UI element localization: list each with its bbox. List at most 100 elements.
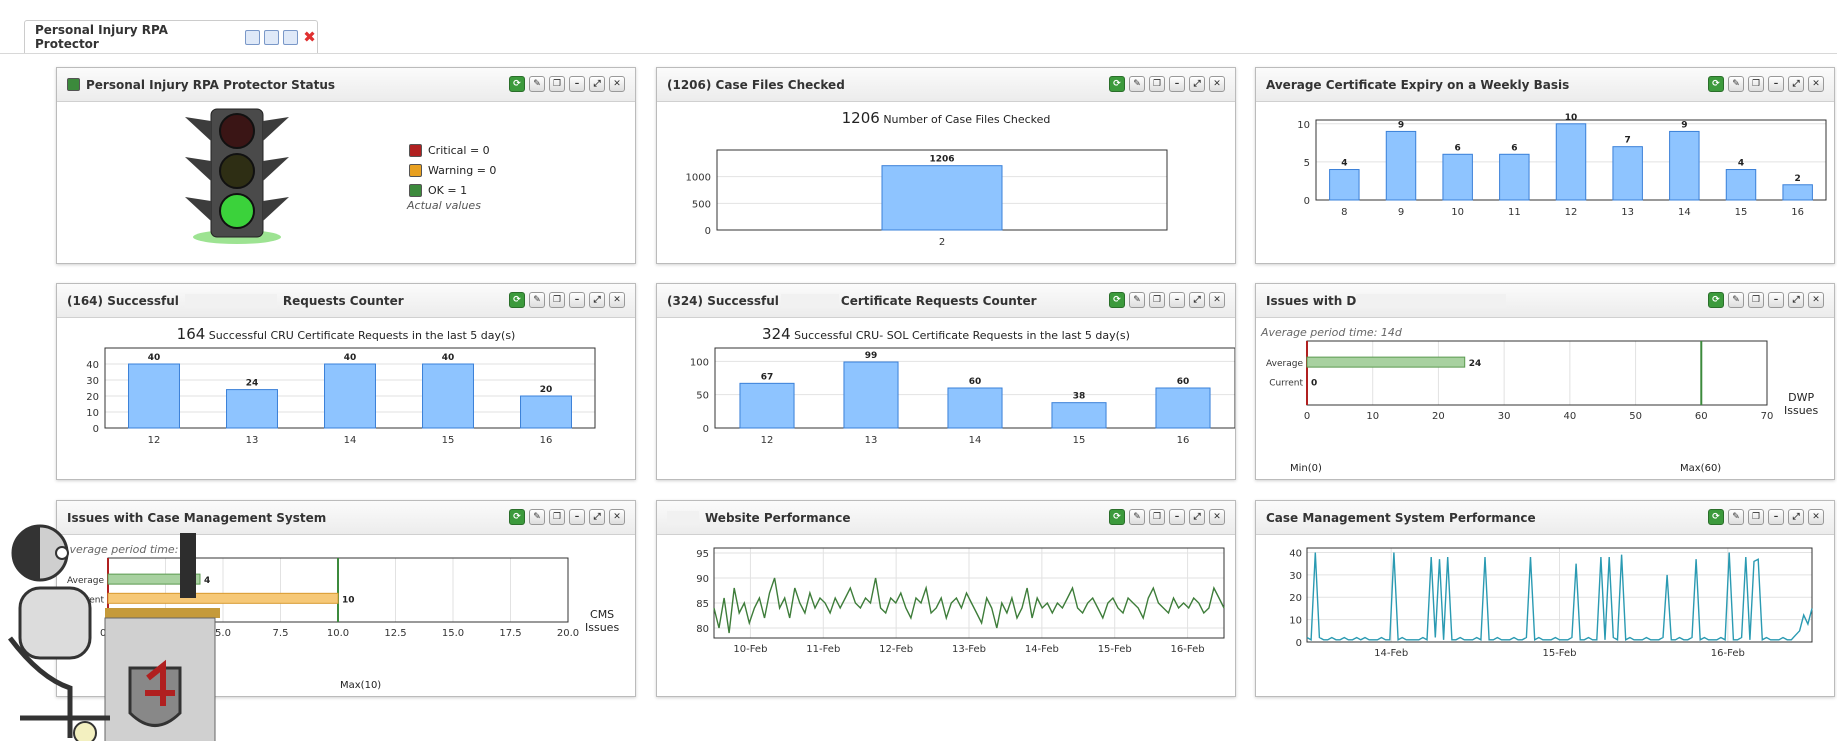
edit-icon[interactable] — [264, 29, 279, 45]
close-icon[interactable]: ✕ — [1209, 76, 1225, 92]
maximize-icon[interactable]: ⤢ — [1788, 76, 1804, 92]
edit-icon[interactable]: ✎ — [1728, 509, 1744, 525]
maximize-icon[interactable]: ⤢ — [1189, 509, 1205, 525]
status-note: Actual values — [407, 199, 481, 212]
bar[interactable] — [1612, 146, 1643, 201]
bar[interactable] — [1385, 130, 1417, 201]
close-icon[interactable]: ✖ — [303, 27, 316, 46]
edit-icon[interactable]: ✎ — [1129, 76, 1145, 92]
refresh-icon[interactable]: ⟳ — [509, 292, 525, 308]
copy-icon[interactable]: ❐ — [549, 292, 565, 308]
bar[interactable] — [1782, 184, 1813, 201]
close-icon[interactable]: ✕ — [1808, 509, 1824, 525]
bar[interactable] — [1555, 123, 1587, 201]
copy-icon[interactable]: ❐ — [1149, 76, 1165, 92]
bar[interactable] — [1329, 169, 1360, 201]
close-icon[interactable]: ✕ — [609, 292, 625, 308]
close-icon[interactable]: ✕ — [609, 76, 625, 92]
y-tick-label: 80 — [696, 624, 709, 635]
bar[interactable] — [1725, 169, 1757, 201]
maximize-icon[interactable]: ⤢ — [1189, 292, 1205, 308]
bar[interactable] — [520, 395, 572, 429]
refresh-icon[interactable]: ⟳ — [1109, 509, 1125, 525]
maximize-icon[interactable]: ⤢ — [589, 292, 605, 308]
widget-header[interactable]: Website Performance ⟳ ✎ ❐ – ⤢ ✕ — [657, 501, 1235, 535]
copy-icon[interactable]: ❐ — [1748, 292, 1764, 308]
copy-icon[interactable]: ❐ — [1149, 292, 1165, 308]
widget-header[interactable]: Issues with D ⟳ ✎ ❐ – ⤢ ✕ — [1256, 284, 1834, 318]
bar[interactable] — [1442, 153, 1473, 201]
refresh-icon[interactable]: ⟳ — [509, 509, 525, 525]
bar[interactable] — [128, 363, 180, 429]
gauge-bar[interactable] — [107, 592, 339, 604]
widget-header[interactable]: Average Certificate Expiry on a Weekly B… — [1256, 68, 1834, 102]
bar[interactable] — [739, 382, 795, 429]
copy-icon[interactable]: ❐ — [549, 76, 565, 92]
widget-header[interactable]: Case Management System Performance ⟳ ✎ ❐ – ⤢ ✕ — [1256, 501, 1834, 535]
tab-personal-injury[interactable]: Personal Injury RPA Protector ✖ — [24, 20, 318, 53]
edit-icon[interactable]: ✎ — [1728, 76, 1744, 92]
copy-icon[interactable]: ❐ — [1748, 509, 1764, 525]
maximize-icon[interactable]: ⤢ — [1788, 509, 1804, 525]
window-icon[interactable] — [245, 29, 260, 45]
bar[interactable] — [1051, 402, 1107, 429]
close-icon[interactable]: ✕ — [1808, 76, 1824, 92]
gauge-bar[interactable] — [1306, 356, 1466, 368]
bar[interactable] — [1499, 153, 1530, 201]
bar[interactable] — [947, 387, 1003, 429]
bar[interactable] — [422, 363, 474, 429]
bar[interactable] — [324, 363, 376, 429]
bar[interactable] — [881, 165, 1003, 231]
series-line[interactable] — [1306, 552, 1813, 641]
refresh-icon[interactable]: ⟳ — [1708, 509, 1724, 525]
series-line[interactable] — [713, 577, 1225, 634]
close-icon[interactable]: ✕ — [1808, 292, 1824, 308]
widget-header[interactable]: (1206) Case Files Checked ⟳ ✎ ❐ – ⤢ ✕ — [657, 68, 1235, 102]
minimize-icon[interactable]: – — [1768, 76, 1784, 92]
widget-header[interactable]: Issues with Case Management System ⟳ ✎ ❐ – ⤢ ✕ — [57, 501, 635, 535]
minimize-icon[interactable]: – — [569, 76, 585, 92]
close-icon[interactable]: ✕ — [609, 509, 625, 525]
bar[interactable] — [843, 361, 899, 429]
bar[interactable] — [226, 389, 278, 429]
close-icon[interactable]: ✕ — [1209, 509, 1225, 525]
minimize-icon[interactable]: – — [1768, 509, 1784, 525]
gauge-value: 0 — [1311, 378, 1317, 388]
edit-icon[interactable]: ✎ — [529, 509, 545, 525]
close-icon[interactable]: ✕ — [1209, 292, 1225, 308]
maximize-icon[interactable]: ⤢ — [589, 509, 605, 525]
copy-icon[interactable] — [283, 29, 298, 45]
widget-header[interactable]: (324) Successful Certificate Requests Cou… — [657, 284, 1235, 318]
copy-icon[interactable]: ❐ — [1748, 76, 1764, 92]
edit-icon[interactable]: ✎ — [1129, 292, 1145, 308]
minimize-icon[interactable]: – — [1169, 76, 1185, 92]
edit-icon[interactable]: ✎ — [1728, 292, 1744, 308]
maximize-icon[interactable]: ⤢ — [589, 76, 605, 92]
x-tick-label: 10.0 — [327, 628, 349, 639]
bar[interactable] — [1155, 387, 1211, 429]
edit-icon[interactable]: ✎ — [1129, 509, 1145, 525]
refresh-icon[interactable]: ⟳ — [1708, 76, 1724, 92]
widget-header[interactable]: Personal Injury RPA Protector Status ⟳ ✎ ❐… — [57, 68, 635, 102]
y-tick-label: 20 — [1289, 593, 1302, 604]
gauge-bar[interactable] — [107, 573, 201, 585]
minimize-icon[interactable]: – — [1169, 292, 1185, 308]
maximize-icon[interactable]: ⤢ — [1788, 292, 1804, 308]
refresh-icon[interactable]: ⟳ — [1708, 292, 1724, 308]
minimize-icon[interactable]: – — [1768, 292, 1784, 308]
edit-icon[interactable]: ✎ — [529, 76, 545, 92]
widget-header[interactable]: (164) Successful Requests Counter ⟳ ✎ ❐ – ⤢ ✕ — [57, 284, 635, 318]
copy-icon[interactable]: ❐ — [1149, 509, 1165, 525]
copy-icon[interactable]: ❐ — [549, 509, 565, 525]
refresh-icon[interactable]: ⟳ — [1109, 76, 1125, 92]
refresh-icon[interactable]: ⟳ — [509, 76, 525, 92]
refresh-icon[interactable]: ⟳ — [1109, 292, 1125, 308]
robot-mascot-logo — [8, 524, 220, 741]
bar[interactable] — [1669, 130, 1700, 201]
caption-number: 324 — [762, 325, 791, 343]
edit-icon[interactable]: ✎ — [529, 292, 545, 308]
minimize-icon[interactable]: – — [569, 509, 585, 525]
minimize-icon[interactable]: – — [1169, 509, 1185, 525]
minimize-icon[interactable]: – — [569, 292, 585, 308]
maximize-icon[interactable]: ⤢ — [1189, 76, 1205, 92]
